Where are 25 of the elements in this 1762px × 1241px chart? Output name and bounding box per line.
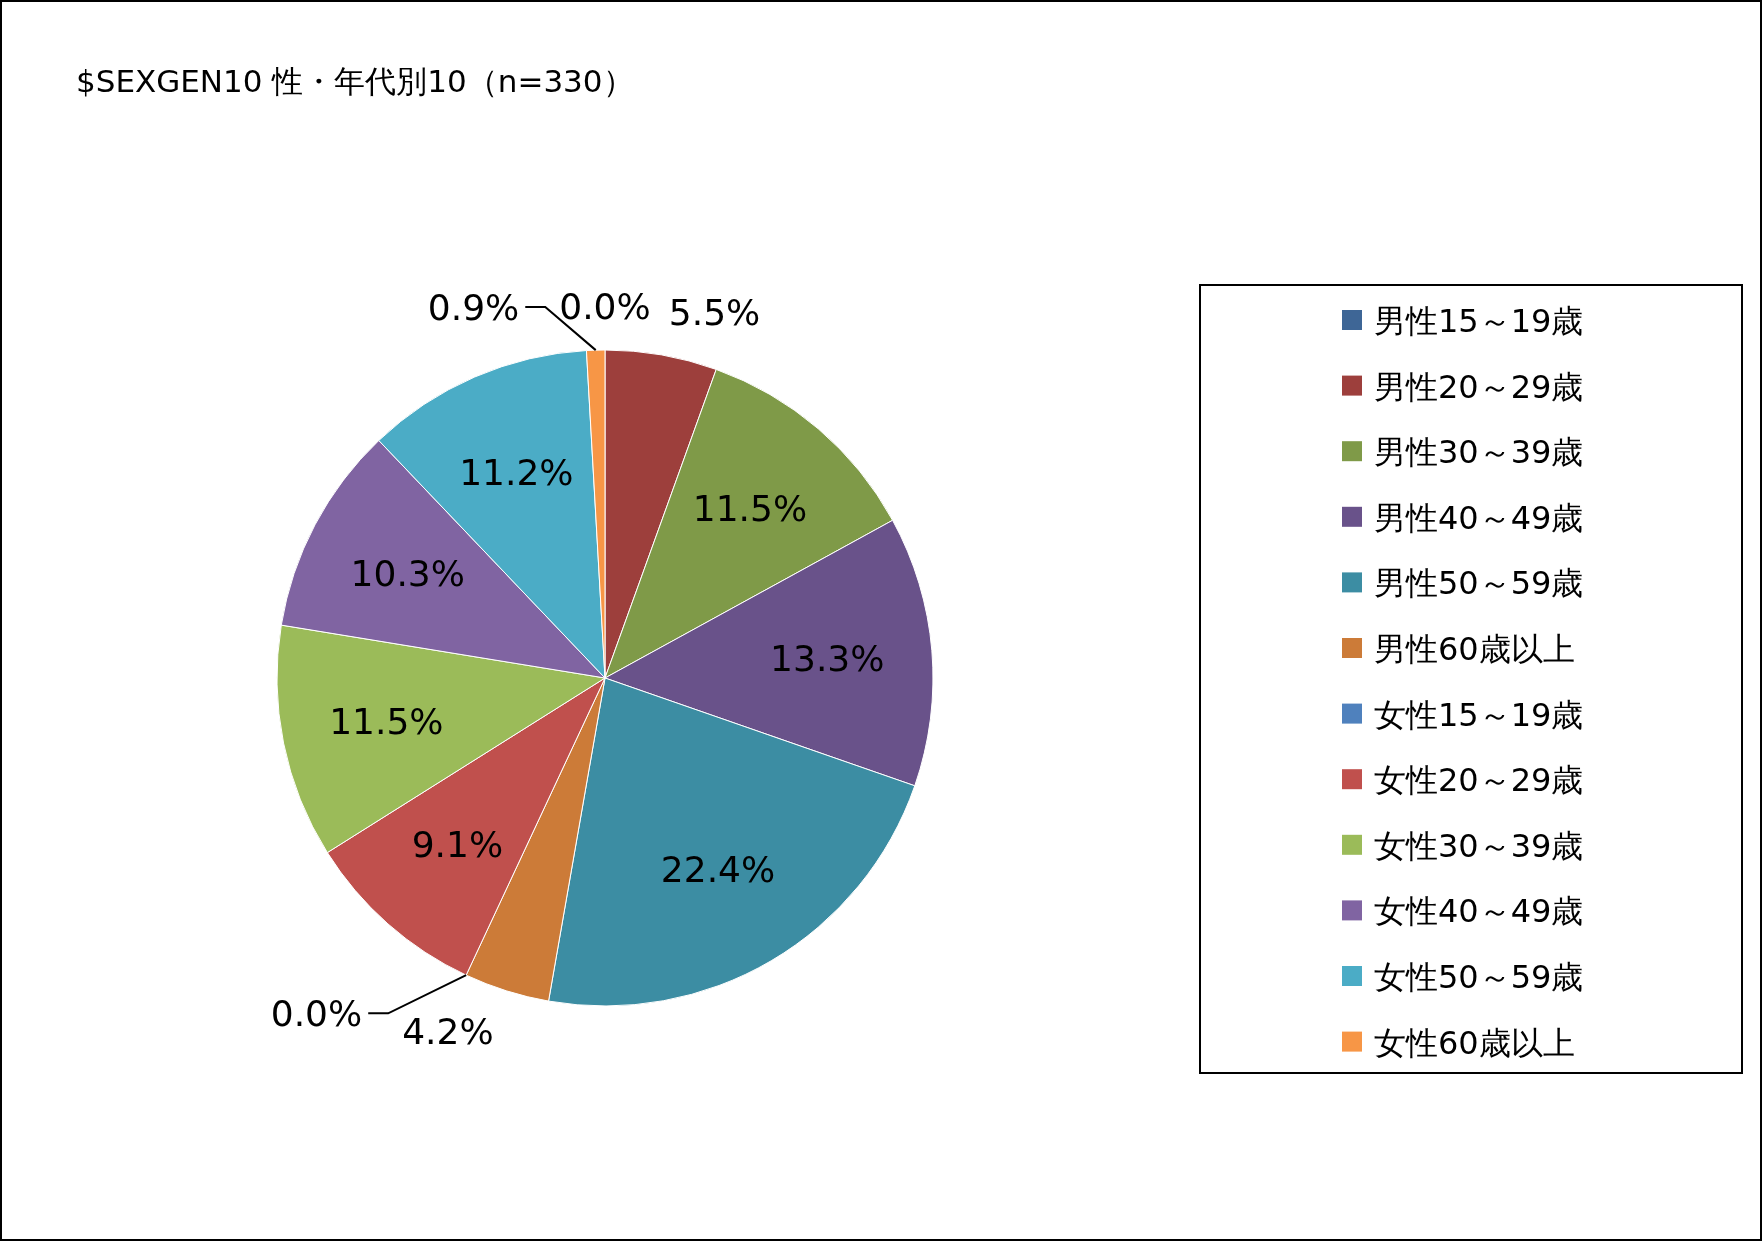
legend-label: 女性50～59歳 bbox=[1374, 958, 1584, 996]
legend-label: 男性20～29歳 bbox=[1374, 367, 1584, 406]
legend-label: 女性15～19歳 bbox=[1374, 695, 1584, 734]
legend-label: 女性20～29歳 bbox=[1374, 761, 1584, 800]
data-label: 9.1% bbox=[411, 824, 504, 866]
legend-label: 女性60歳以上 bbox=[1374, 1023, 1575, 1062]
data-label: 11.2% bbox=[459, 452, 574, 494]
text: 0.0% bbox=[559, 286, 651, 328]
data-label: 0.9% bbox=[427, 286, 520, 328]
data-label: 11.5% bbox=[329, 701, 444, 743]
data-label: 10.3% bbox=[350, 552, 465, 594]
data-label: 4.2% bbox=[402, 1010, 494, 1052]
legend-label: 女性40～49歳 bbox=[1374, 892, 1584, 931]
legend-label: 男性50～59歳 bbox=[1374, 564, 1584, 603]
legend-label: 男性40～49歳 bbox=[1374, 498, 1584, 537]
data-label: 5.5% bbox=[668, 291, 761, 333]
text: 0.0% bbox=[270, 992, 363, 1034]
data-label: 11.5% bbox=[692, 487, 808, 529]
legend-label: 男性15～19歳 bbox=[1374, 302, 1584, 340]
data-label: 22.4% bbox=[660, 849, 776, 891]
legend-label: 男性30～39歳 bbox=[1374, 433, 1584, 472]
legend-label: 女性30～39歳 bbox=[1374, 826, 1584, 865]
chart-title: $SEXGEN10 性・年代別10（n=330） bbox=[76, 63, 634, 99]
legend-label: 男性60歳以上 bbox=[1374, 630, 1575, 668]
data-label: 13.3% bbox=[770, 638, 885, 680]
